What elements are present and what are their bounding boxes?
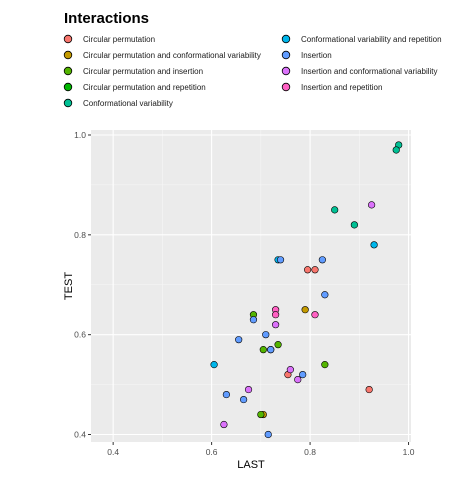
data-point — [321, 361, 329, 369]
axes: 0.4 0.6 0.8 1.0 0.4 0.6 0.8 1.0 — [74, 130, 415, 457]
data-point — [210, 361, 218, 369]
y-tick-label: 1.0 — [74, 130, 86, 140]
plot-panel — [91, 130, 411, 442]
x-axis-label: LAST — [237, 459, 265, 471]
legend-item: Circular permutation — [63, 34, 155, 44]
legend-marker — [281, 34, 291, 44]
data-point — [244, 385, 253, 394]
data-point — [304, 266, 312, 274]
data-point — [276, 256, 285, 264]
legend-label: Insertion — [301, 51, 332, 60]
legend-marker — [63, 98, 73, 108]
data-point — [274, 341, 282, 349]
data-point — [222, 390, 230, 399]
legend-title: Interactions — [64, 10, 149, 27]
legend-marker — [63, 50, 73, 60]
legend-marker — [281, 66, 291, 76]
x-tick-label: 1.0 — [403, 447, 415, 457]
grid — [91, 130, 411, 442]
data-point — [259, 346, 267, 354]
legend-marker — [281, 50, 291, 60]
data-point — [318, 256, 326, 264]
data-point — [301, 306, 309, 314]
y-tick-label: 0.8 — [74, 230, 86, 240]
data-points — [210, 141, 403, 439]
legend-item: Circular permutation and repetition — [63, 82, 206, 92]
legend-label: Insertion and conformational variability — [301, 67, 438, 76]
data-point — [220, 420, 228, 429]
x-tick-label: 0.4 — [107, 447, 119, 457]
legend-item: Circular permutation and insertion — [63, 66, 203, 76]
y-tick-label: 0.6 — [74, 330, 86, 340]
legend-item: Insertion and conformational variability — [281, 66, 438, 76]
legend-label: Circular permutation and insertion — [83, 67, 203, 76]
data-point — [267, 346, 275, 354]
data-point — [350, 221, 358, 229]
data-point — [392, 146, 400, 154]
data-point — [264, 430, 272, 439]
data-point — [272, 321, 280, 329]
data-point — [257, 410, 265, 419]
legend-label: Circular permutation — [83, 35, 155, 44]
x-tick-label: 0.8 — [304, 447, 316, 457]
data-point — [272, 311, 280, 319]
legend-item: Circular permutation and conformational … — [63, 50, 261, 60]
data-point — [365, 385, 373, 394]
legend-marker — [281, 82, 291, 92]
data-point — [368, 201, 376, 209]
data-point — [370, 241, 378, 249]
data-point — [299, 371, 307, 379]
legend-item: Insertion and repetition — [281, 82, 382, 92]
legend: Circular permutation Circular permutation… — [63, 34, 442, 108]
legend-marker — [63, 66, 73, 76]
legend-label: Circular permutation and conformational … — [83, 51, 261, 60]
legend-marker — [63, 82, 73, 92]
data-point — [311, 266, 319, 274]
legend-label: Insertion and repetition — [301, 83, 382, 92]
legend-item: Insertion — [281, 50, 332, 60]
data-point — [321, 291, 329, 299]
legend-marker — [63, 34, 73, 44]
y-axis-label: TEST — [63, 272, 75, 300]
data-point — [235, 336, 243, 344]
data-point — [286, 366, 294, 374]
y-tick-label: 0.4 — [74, 430, 86, 440]
x-tick-label: 0.6 — [206, 447, 218, 457]
data-point — [249, 316, 258, 324]
legend-label: Conformational variability — [83, 99, 173, 108]
legend-label: Conformational variability and repetitio… — [301, 35, 442, 44]
data-point — [240, 395, 248, 404]
data-point — [311, 311, 319, 319]
legend-label: Circular permutation and repetition — [83, 83, 206, 92]
legend-item: Conformational variability — [63, 98, 173, 108]
legend-item: Conformational variability and repetitio… — [281, 34, 442, 44]
data-point — [262, 331, 270, 339]
data-point — [294, 376, 302, 384]
data-point — [331, 206, 339, 214]
